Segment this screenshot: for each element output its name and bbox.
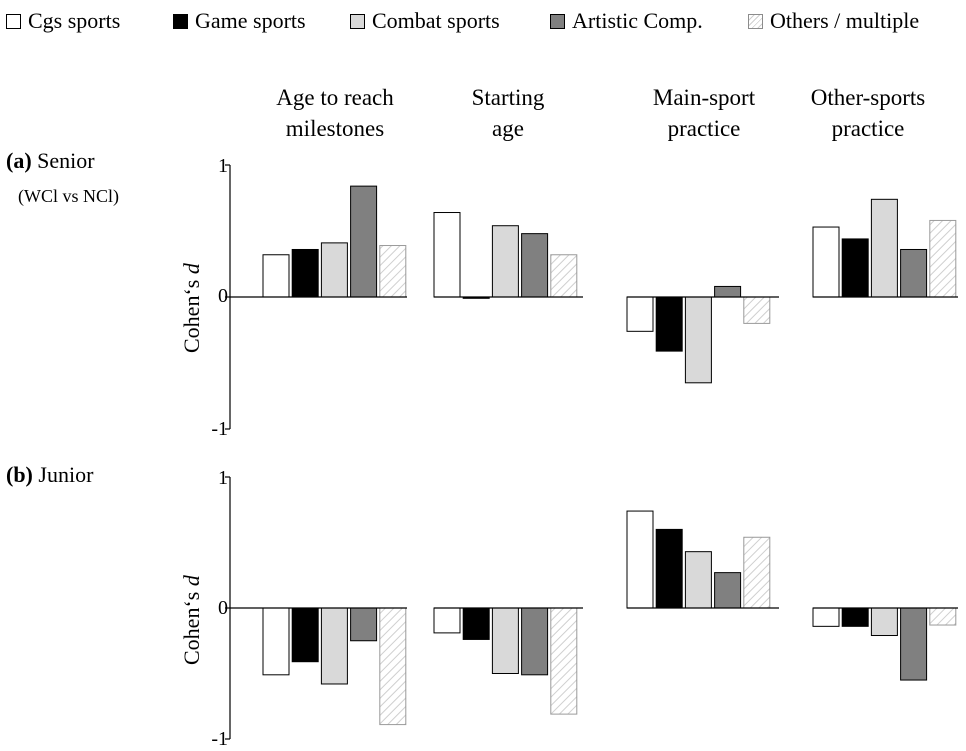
- legend-label: Artistic Comp.: [572, 8, 703, 33]
- legend-item-game: Game sports: [173, 8, 306, 34]
- tick-label-junior-top: 1: [218, 467, 228, 489]
- bar-senior-combat: [491, 225, 519, 298]
- tick-label-senior-top: 1: [218, 155, 228, 177]
- legend-item-combat: Combat sports: [350, 8, 500, 34]
- bar-junior-cgs: [812, 607, 840, 627]
- legend-swatch: [350, 14, 365, 29]
- legend-swatch: [6, 14, 21, 29]
- bar-junior-game: [462, 607, 490, 640]
- legend-item-others: Others / multiple: [748, 8, 919, 34]
- bar-senior-cgs: [433, 212, 461, 298]
- bar-junior-combat: [491, 607, 519, 674]
- bar-junior-others: [550, 607, 578, 715]
- bar-junior-cgs: [626, 510, 654, 609]
- bar-senior-others: [743, 296, 771, 324]
- bar-senior-artistic: [714, 285, 742, 298]
- bar-junior-others: [929, 607, 957, 626]
- bar-junior-combat: [684, 551, 712, 609]
- legend-label: Cgs sports: [28, 8, 121, 33]
- bar-junior-combat: [870, 607, 898, 637]
- tick-label-senior-zero: 0: [218, 285, 228, 307]
- bar-junior-artistic: [350, 607, 378, 642]
- bar-junior-game: [841, 607, 869, 627]
- bar-junior-game: [655, 528, 683, 609]
- bar-senior-game: [841, 238, 869, 298]
- bar-junior-artistic: [521, 607, 549, 676]
- column-title-main-sport: Main-sport practice: [652, 85, 756, 141]
- bar-junior-cgs: [262, 607, 290, 676]
- bar-junior-artistic: [714, 572, 742, 609]
- bar-junior-artistic: [900, 607, 928, 681]
- bar-senior-combat: [684, 296, 712, 384]
- legend-item-cgs: Cgs sports: [6, 8, 120, 34]
- bar-junior-combat: [320, 607, 348, 685]
- legend-swatch: [173, 14, 188, 29]
- column-title-other-sports: Other-sports practice: [810, 85, 926, 141]
- bar-junior-others: [379, 607, 407, 726]
- legend-label: Combat sports: [372, 8, 500, 33]
- legend-label: Game sports: [195, 8, 306, 33]
- bar-senior-cgs: [626, 296, 654, 332]
- legend-label: Others / multiple: [770, 8, 920, 33]
- bar-senior-game: [291, 248, 319, 298]
- bar-senior-artistic: [521, 233, 549, 298]
- bar-junior-others: [743, 536, 771, 609]
- bar-senior-others: [550, 254, 578, 298]
- tick-label-junior-zero: 0: [218, 597, 228, 619]
- bar-senior-artistic: [900, 248, 928, 298]
- legend: Cgs sports Game sports Combat sports Art…: [0, 4, 966, 38]
- bar-senior-others: [379, 245, 407, 298]
- bar-senior-cgs: [262, 254, 290, 298]
- legend-item-artistic: Artistic Comp.: [550, 8, 703, 34]
- legend-swatch: [748, 14, 763, 29]
- bar-senior-game: [655, 296, 683, 352]
- legend-swatch: [550, 14, 565, 29]
- panel-label-junior: (b) Junior: [6, 462, 94, 487]
- bar-senior-combat: [320, 242, 348, 298]
- bar-senior-combat: [870, 198, 898, 298]
- panel-subtitle-senior: (WCl vs NCl): [18, 186, 119, 206]
- column-title-milestones: Age to reach milestones: [276, 85, 394, 141]
- bar-senior-others: [929, 219, 957, 298]
- bar-senior-cgs: [812, 226, 840, 298]
- tick-label-junior-bottom: -1: [211, 728, 228, 750]
- bar-junior-cgs: [433, 607, 461, 634]
- column-title-starting-age: Starting age: [471, 85, 545, 141]
- bar-junior-game: [291, 607, 319, 663]
- bar-senior-artistic: [350, 185, 378, 298]
- tick-label-senior-bottom: -1: [211, 418, 228, 440]
- panel-label-senior: (a) Senior: [6, 148, 95, 173]
